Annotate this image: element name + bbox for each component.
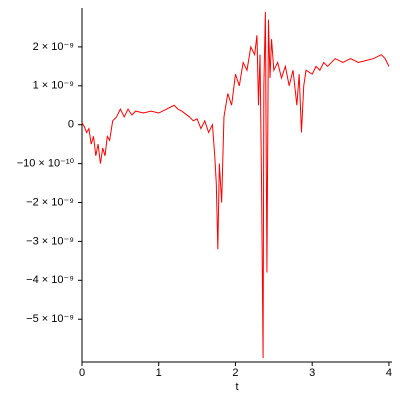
- x-tick-label: 4: [386, 367, 392, 379]
- y-tick-label: −2 × 10⁻⁹: [26, 196, 74, 208]
- x-axis-label: t: [235, 381, 238, 393]
- y-tick-label: 0: [68, 119, 74, 131]
- x-tick-label: 0: [79, 367, 85, 379]
- x-tick-label: 3: [309, 367, 315, 379]
- x-tick-label: 1: [156, 367, 162, 379]
- x-tick-label: 2: [232, 367, 238, 379]
- y-tick-label: 1 × 10⁻⁹: [33, 80, 74, 92]
- y-tick-label: −5 × 10⁻⁹: [26, 313, 74, 325]
- y-tick-label: 2 × 10⁻⁹: [33, 41, 74, 53]
- y-tick-label: −3 × 10⁻⁹: [26, 235, 74, 247]
- y-tick-label: −10 × 10⁻¹⁰: [17, 158, 75, 170]
- data-line: [81, 11, 390, 359]
- y-tick-label: −4 × 10⁻⁹: [26, 274, 74, 286]
